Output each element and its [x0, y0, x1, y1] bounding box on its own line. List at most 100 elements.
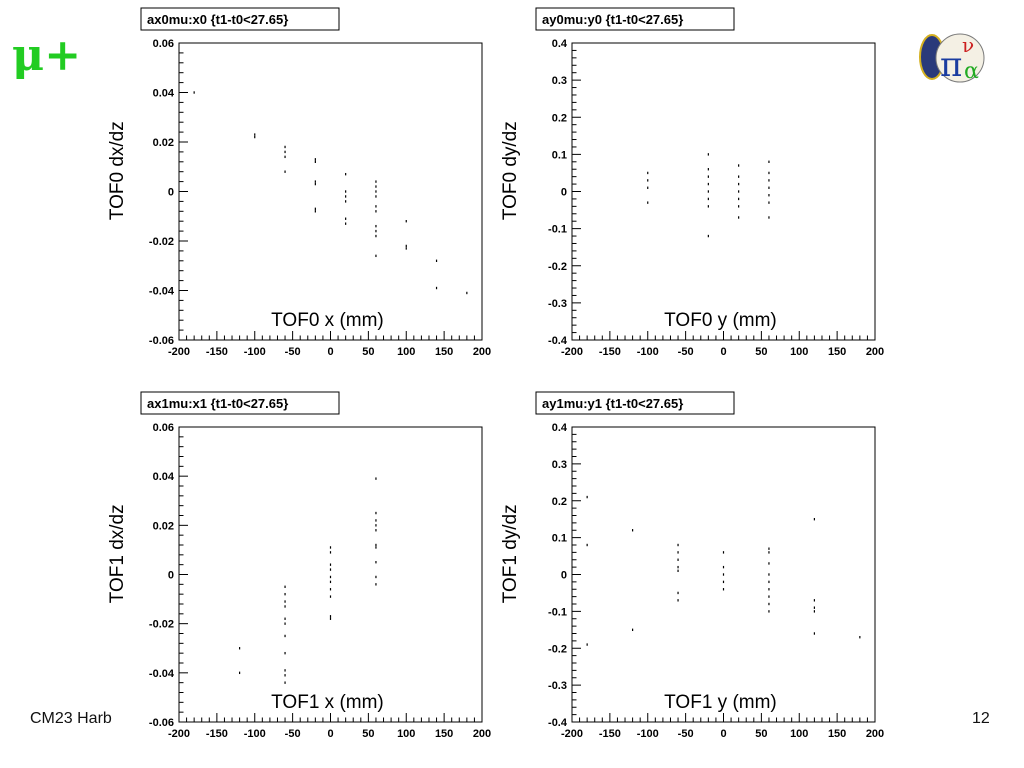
- page-number: 12: [972, 710, 990, 727]
- x-tick-label: -50: [678, 728, 694, 740]
- data-point: [632, 628, 634, 632]
- data-point: [738, 190, 740, 193]
- data-point: [375, 529, 377, 532]
- data-point: [375, 234, 377, 238]
- data-point: [738, 175, 740, 178]
- data-point: [768, 171, 770, 175]
- data-point: [722, 551, 725, 554]
- x-tick-label: -50: [678, 346, 694, 358]
- plot-frame: [178, 426, 483, 723]
- data-point: [707, 175, 709, 178]
- chart-title: ax1mu:x1 {t1-t0<27.65}: [147, 396, 288, 411]
- data-point: [284, 674, 286, 677]
- data-point: [314, 180, 316, 183]
- data-point: [707, 168, 709, 171]
- data-point: [239, 671, 241, 675]
- data-point: [632, 529, 634, 532]
- data-point: [375, 180, 377, 183]
- data-point: [768, 160, 770, 163]
- data-point: [284, 600, 286, 603]
- x-tick-label: 50: [362, 346, 374, 358]
- x-tick-label: 50: [755, 346, 767, 358]
- chart-title: ax0mu:x0 {t1-t0<27.65}: [147, 12, 288, 27]
- data-point: [813, 606, 815, 609]
- data-point: [375, 524, 377, 527]
- data-point: [768, 602, 770, 606]
- svg-text:ν: ν: [962, 33, 974, 57]
- y-tick-label: 0.04: [153, 88, 175, 100]
- data-point: [345, 222, 347, 225]
- x-tick-label: -150: [206, 728, 228, 740]
- data-point: [284, 585, 286, 588]
- data-point: [284, 150, 286, 154]
- y-tick-label: 0.06: [153, 422, 174, 434]
- data-point: [375, 561, 377, 564]
- y-axis-label: TOF0 dx/dz: [107, 121, 128, 220]
- data-point: [284, 145, 286, 149]
- data-point: [647, 201, 649, 204]
- y-tick-label: 0.3: [552, 75, 567, 87]
- x-tick-label: 200: [866, 728, 884, 740]
- data-point: [254, 135, 256, 139]
- y-tick-label: 0.1: [552, 149, 567, 161]
- data-point: [329, 575, 332, 579]
- data-point: [707, 205, 709, 208]
- y-tick-label: -0.1: [548, 606, 567, 618]
- data-point: [375, 477, 377, 480]
- data-point: [707, 153, 709, 156]
- data-point: [314, 210, 316, 213]
- data-point: [329, 595, 332, 598]
- data-point: [254, 133, 256, 136]
- data-point: [375, 575, 377, 579]
- data-point: [647, 179, 649, 182]
- y-tick-label: -0.3: [548, 298, 567, 310]
- x-axis-label: TOF1 y (mm): [664, 692, 777, 713]
- x-tick-label: 200: [473, 346, 491, 358]
- data-point: [707, 234, 709, 238]
- data-point: [314, 182, 316, 186]
- x-tick-label: 0: [327, 728, 333, 740]
- data-point: [813, 632, 815, 635]
- x-tick-label: 50: [362, 728, 374, 740]
- y-tick-label: 0.3: [552, 459, 567, 471]
- x-tick-label: -200: [168, 728, 190, 740]
- x-tick-label: 100: [397, 346, 415, 358]
- data-point: [677, 543, 679, 547]
- data-point: [722, 580, 725, 584]
- data-point: [768, 610, 770, 613]
- chart-title: ay1mu:y1 {t1-t0<27.65}: [542, 396, 683, 411]
- x-tick-label: 150: [828, 346, 846, 358]
- data-point: [813, 517, 815, 521]
- data-point: [707, 182, 709, 186]
- footer-author: CM23 Harb: [30, 710, 112, 727]
- data-point: [435, 286, 438, 290]
- data-point: [375, 583, 377, 586]
- x-tick-label: -100: [244, 346, 266, 358]
- data-point: [722, 573, 725, 576]
- data-point: [375, 185, 377, 188]
- data-point: [677, 599, 679, 602]
- data-point: [768, 551, 770, 554]
- y-tick-label: -0.2: [548, 261, 567, 273]
- data-point: [329, 551, 332, 554]
- chart-title-box: [535, 391, 735, 415]
- x-tick-label: 100: [790, 346, 808, 358]
- y-tick-label: -0.3: [548, 680, 567, 692]
- data-point: [738, 197, 740, 201]
- data-point: [707, 197, 709, 201]
- data-point: [329, 563, 332, 566]
- data-point: [375, 546, 377, 549]
- x-tick-label: 50: [755, 728, 767, 740]
- x-tick-label: 150: [435, 728, 453, 740]
- x-tick-label: -150: [599, 728, 621, 740]
- x-tick-label: 150: [828, 728, 846, 740]
- plot-frame: [571, 42, 876, 341]
- data-point: [284, 669, 286, 672]
- y-tick-label: -0.4: [548, 717, 568, 729]
- data-point: [768, 573, 770, 576]
- y-tick-label: -0.02: [149, 619, 174, 631]
- y-tick-label: 0: [561, 187, 567, 199]
- y-tick-label: -0.06: [149, 717, 174, 729]
- data-point: [677, 569, 679, 573]
